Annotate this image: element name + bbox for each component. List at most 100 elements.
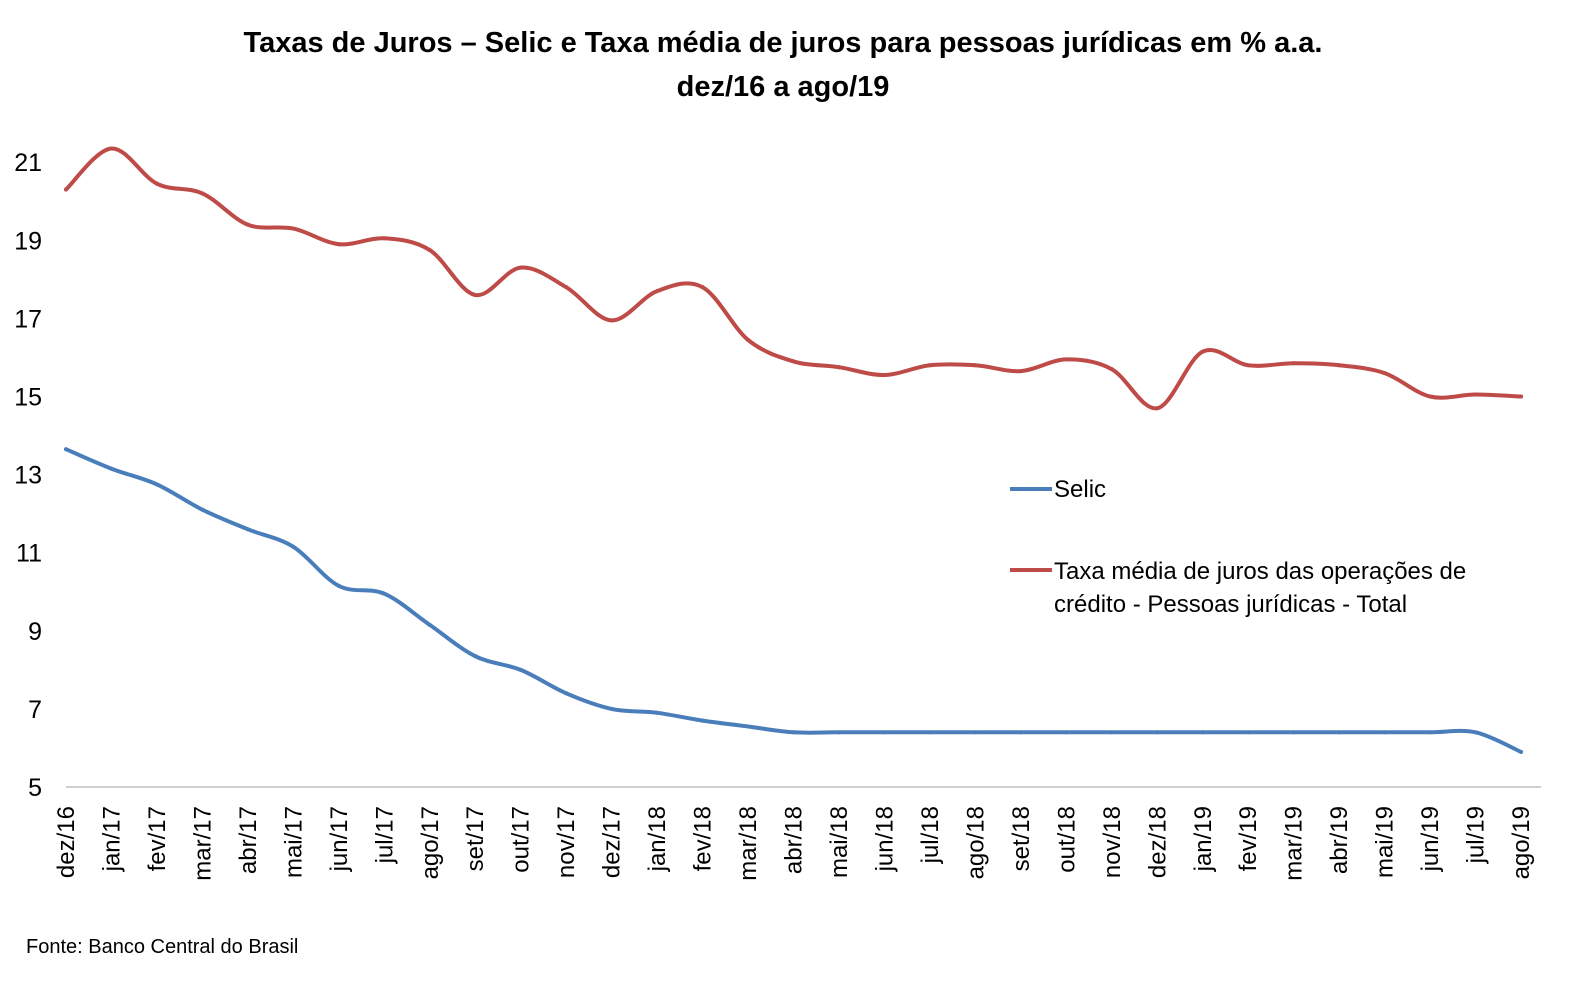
chart-title-line-2: dez/16 a ago/19 (677, 71, 890, 103)
data-point (746, 337, 751, 342)
x-tick-label: ago/17 (417, 806, 444, 879)
x-tick-label: nov/18 (1099, 806, 1126, 878)
data-point (973, 363, 978, 368)
x-tick-label: abr/18 (781, 806, 808, 874)
data-point (1109, 367, 1114, 372)
data-point (746, 724, 751, 729)
data-point (1018, 730, 1023, 735)
data-point (1064, 730, 1069, 735)
legend: Selic Taxa média de juros das operações … (1010, 476, 1466, 618)
x-tick-label: out/18 (1053, 806, 1080, 873)
x-tick-label: jul/19 (1463, 806, 1490, 864)
x-tick-label: mar/19 (1281, 806, 1308, 881)
data-point (518, 265, 523, 270)
chart-title-line-1: Taxas de Juros – Selic e Taxa média de j… (244, 27, 1323, 59)
x-tick-label: jul/18 (917, 806, 944, 864)
data-point (1337, 730, 1342, 735)
data-point (1428, 394, 1433, 399)
data-point (1519, 749, 1524, 754)
x-tick-label: dez/16 (53, 806, 80, 878)
y-tick-label: 7 (28, 696, 42, 724)
data-point (791, 730, 796, 735)
data-point (882, 730, 887, 735)
data-point (1155, 406, 1160, 411)
data-point (336, 242, 341, 247)
source-note: Fonte: Banco Central do Brasil (26, 936, 298, 958)
x-tick-label: jan/18 (644, 806, 671, 872)
data-point (64, 447, 68, 452)
data-point (154, 181, 159, 186)
data-point (1291, 361, 1296, 366)
data-point (64, 187, 68, 192)
data-point (564, 691, 569, 696)
x-tick-label: nov/17 (553, 806, 580, 878)
data-point (291, 226, 296, 231)
x-tick-label: jun/17 (326, 806, 353, 872)
x-tick-label: set/18 (1008, 806, 1035, 871)
legend-label-taxa-media-line-2: crédito - Pessoas jurídicas - Total (1054, 591, 1407, 618)
x-tick-label: ago/18 (962, 806, 989, 879)
data-point (1246, 730, 1251, 735)
data-point (1382, 371, 1387, 376)
data-point (200, 507, 205, 512)
y-axis: 5 7 9 11 13 15 17 19 21 (14, 149, 42, 802)
data-point (655, 289, 660, 294)
data-point (291, 544, 296, 549)
data-point (1519, 394, 1524, 399)
x-tick-label: jul/17 (371, 806, 398, 864)
data-point (973, 730, 978, 735)
data-point (836, 730, 841, 735)
data-point (427, 622, 432, 627)
data-point (1473, 730, 1478, 735)
data-point (200, 191, 205, 196)
data-point (836, 365, 841, 370)
data-point (700, 718, 705, 723)
data-point (1428, 730, 1433, 735)
data-point (245, 527, 250, 532)
x-tick-label: jun/18 (871, 806, 898, 872)
x-tick-label: abr/17 (235, 806, 262, 874)
x-tick-label: fev/18 (690, 806, 717, 871)
data-point (109, 466, 114, 471)
x-tick-label: set/17 (462, 806, 489, 871)
y-tick-label: 19 (14, 227, 42, 255)
data-point (1246, 363, 1251, 368)
x-tick-label: mar/18 (735, 806, 762, 881)
data-point (927, 730, 932, 735)
data-point (1155, 730, 1160, 735)
x-tick-label: dez/17 (599, 806, 626, 878)
y-tick-label: 9 (28, 618, 42, 646)
data-point (382, 591, 387, 596)
data-point (245, 222, 250, 227)
x-tick-label: ago/19 (1508, 806, 1535, 879)
x-tick-label: mai/19 (1372, 806, 1399, 878)
x-tick-label: dez/18 (1144, 806, 1171, 878)
y-tick-label: 15 (14, 384, 42, 412)
data-point (1064, 357, 1069, 362)
x-tick-label: out/17 (508, 806, 535, 873)
legend-label-taxa-media-line-1: Taxa média de juros das operações de (1054, 558, 1466, 585)
data-point (1337, 363, 1342, 368)
y-tick-label: 13 (14, 462, 42, 490)
x-tick-label: fev/17 (144, 806, 171, 871)
legend-label-selic: Selic (1054, 476, 1106, 503)
data-point (427, 248, 432, 253)
data-point (700, 285, 705, 290)
data-point (882, 373, 887, 378)
data-point (154, 482, 159, 487)
data-point (473, 292, 478, 297)
x-tick-label: mar/17 (189, 806, 216, 881)
data-point (109, 146, 114, 151)
x-tick-label: jun/19 (1417, 806, 1444, 872)
data-point (791, 359, 796, 364)
data-point (655, 710, 660, 715)
data-point (1473, 392, 1478, 397)
x-tick-label: jan/17 (98, 806, 125, 872)
y-tick-label: 17 (14, 305, 42, 333)
data-point (927, 363, 932, 368)
y-tick-label: 11 (16, 540, 42, 568)
data-point (473, 654, 478, 659)
x-axis: dez/16 jan/17 fev/17 mar/17 abr/17 mai/17 jun/… (53, 806, 1535, 881)
data-point (1291, 730, 1296, 735)
